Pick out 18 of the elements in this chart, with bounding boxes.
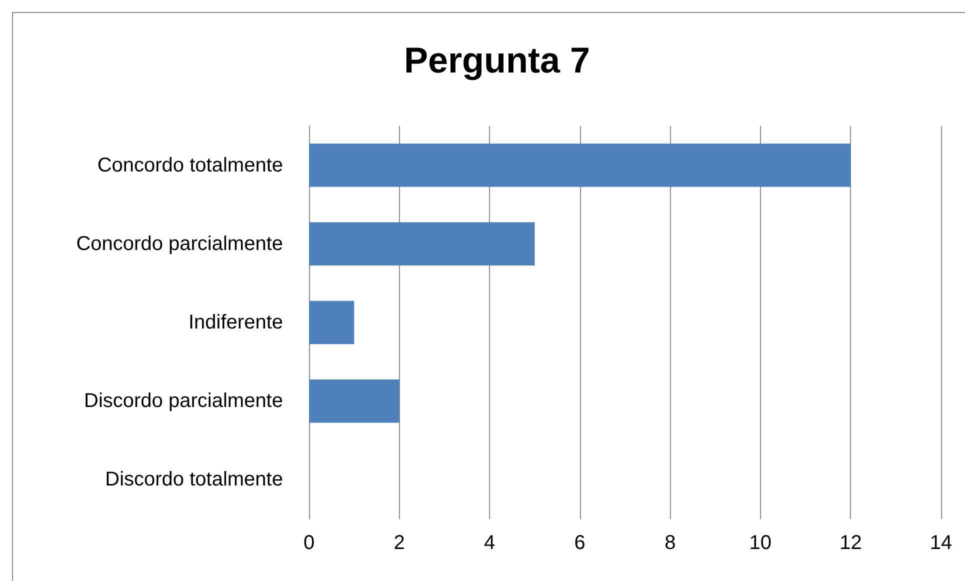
x-tick-label: 4 xyxy=(484,532,496,554)
y-tick-label: Discordo totalmente xyxy=(105,468,283,491)
bar xyxy=(309,300,354,344)
x-tick-label: 6 xyxy=(574,532,586,554)
bar xyxy=(309,222,535,266)
x-tick-label: 10 xyxy=(749,532,772,554)
x-tick-label: 2 xyxy=(394,532,405,554)
x-tick-label: 12 xyxy=(840,532,862,554)
bar xyxy=(309,379,400,423)
bar xyxy=(309,144,851,187)
y-tick-label: Concordo totalmente xyxy=(97,154,283,176)
y-tick-label: Discordo parcialmente xyxy=(84,390,283,412)
y-tick-label: Indiferente xyxy=(188,312,283,334)
y-tick-label: Concordo parcialmente xyxy=(76,232,283,255)
chart-title: Pergunta 7 xyxy=(404,40,590,80)
x-tick-label: 14 xyxy=(930,532,952,554)
x-tick-label: 0 xyxy=(303,532,315,554)
x-tick-label: 8 xyxy=(664,532,676,554)
